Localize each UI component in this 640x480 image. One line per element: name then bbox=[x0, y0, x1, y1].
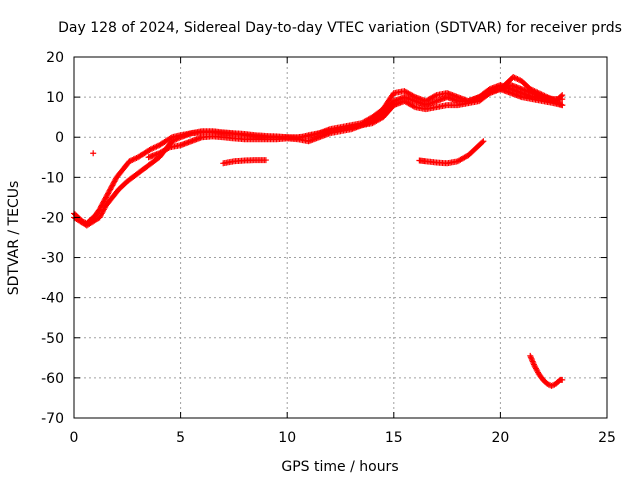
series-outlier bbox=[90, 150, 97, 157]
x-tick-label: 5 bbox=[176, 430, 185, 446]
series-track-f bbox=[416, 138, 487, 167]
x-tick-label: 25 bbox=[598, 430, 616, 446]
x-tick-label: 0 bbox=[70, 430, 79, 446]
x-tick-label: 10 bbox=[278, 430, 296, 446]
chart-title: Day 128 of 2024, Sidereal Day-to-day VTE… bbox=[58, 20, 622, 36]
data-point bbox=[559, 92, 566, 99]
y-tick-label: 0 bbox=[55, 130, 64, 146]
x-axis-label: GPS time / hours bbox=[281, 459, 398, 475]
y-tick-label: -40 bbox=[41, 291, 64, 307]
y-tick-label: 20 bbox=[46, 50, 64, 66]
y-tick-label: -30 bbox=[41, 251, 64, 267]
data-point bbox=[410, 93, 417, 100]
grid-lines bbox=[74, 57, 607, 418]
y-tick-label: -20 bbox=[41, 210, 64, 226]
x-tick-label: 20 bbox=[491, 430, 509, 446]
data-point bbox=[480, 138, 487, 145]
axis-ticks: 0 5 10 15 20 25 -70 -60 -50 -40 -30 -20 -10 0 10 20 bbox=[41, 50, 616, 446]
y-tick-label: -10 bbox=[41, 170, 64, 186]
y-tick-label: -70 bbox=[41, 411, 64, 427]
data-point bbox=[479, 139, 486, 146]
data-point bbox=[559, 376, 566, 383]
data-point bbox=[558, 93, 565, 100]
data-point bbox=[410, 103, 417, 110]
series-track-d bbox=[497, 74, 566, 105]
series-track-e bbox=[220, 157, 269, 167]
data-point bbox=[165, 145, 172, 152]
y-tick-label: -60 bbox=[41, 371, 64, 387]
y-tick-label: 10 bbox=[46, 90, 64, 106]
x-tick-label: 15 bbox=[385, 430, 403, 446]
data-point bbox=[262, 157, 269, 164]
data-point bbox=[559, 102, 566, 109]
series-track-a bbox=[71, 86, 566, 227]
series-track-g bbox=[527, 352, 566, 389]
y-axis-label: SDTVAR / TECUs bbox=[6, 181, 22, 296]
plot-frame bbox=[73, 56, 608, 419]
series-track-c bbox=[145, 82, 566, 161]
y-tick-label: -50 bbox=[41, 331, 64, 347]
data-point bbox=[432, 92, 439, 99]
data-series bbox=[71, 74, 566, 389]
data-point bbox=[90, 150, 97, 157]
